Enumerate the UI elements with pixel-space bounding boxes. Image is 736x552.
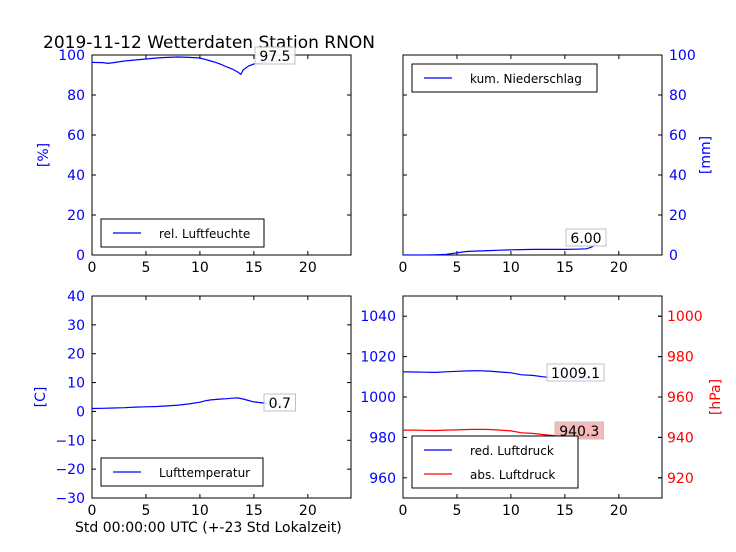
y-tick-label: −30 bbox=[55, 491, 85, 507]
y-axis-label: [%] bbox=[36, 143, 52, 167]
legend-entry: red. Luftdruck bbox=[470, 444, 554, 458]
y-tick-label: 1020 bbox=[360, 350, 396, 366]
last-value-box bbox=[554, 421, 604, 440]
y-tick-label: 40 bbox=[67, 168, 85, 184]
series-line-kum-niederschlag bbox=[403, 242, 598, 255]
legend-box bbox=[411, 435, 579, 489]
x-tick-label: 15 bbox=[556, 260, 574, 276]
x-tick-label: 10 bbox=[502, 503, 520, 519]
x-tick-label: 5 bbox=[452, 260, 461, 276]
plot-frame bbox=[91, 54, 352, 256]
last-value-label: 97.5 bbox=[259, 49, 290, 65]
y-tick-label: 60 bbox=[669, 128, 687, 144]
legend: red. Luftdruck abs. Luftdruck bbox=[411, 435, 579, 489]
x-tick-label: 20 bbox=[610, 503, 628, 519]
x-tick-label: 20 bbox=[299, 503, 317, 519]
y-tick-label: −20 bbox=[55, 462, 85, 478]
x-tick-label: 20 bbox=[299, 260, 317, 276]
y-tick-label: 40 bbox=[67, 289, 85, 305]
last-value-box bbox=[546, 363, 605, 382]
x-tick-label: 0 bbox=[399, 260, 408, 276]
x-tick-label: 0 bbox=[88, 503, 97, 519]
y2-tick-label: 920 bbox=[667, 471, 694, 487]
last-value-label: 0.7 bbox=[269, 396, 291, 412]
x-tick-label: 5 bbox=[141, 503, 150, 519]
y-tick-label: 20 bbox=[67, 208, 85, 224]
panel-top-left: 0 5 10 15 20 0 20 40 60 80 100 [%] 97.5 rel. Luftfeuc… bbox=[36, 46, 352, 276]
x-tick-label: 20 bbox=[610, 260, 628, 276]
x-tick-label: 10 bbox=[502, 260, 520, 276]
legend-entry: kum. Niederschlag bbox=[470, 72, 582, 86]
y-tick-label: 0 bbox=[76, 248, 85, 264]
y2-tick-label: 980 bbox=[667, 350, 694, 366]
y-tick-label: 10 bbox=[67, 376, 85, 392]
x-tick-label: 15 bbox=[245, 260, 263, 276]
x-tick-label: 5 bbox=[141, 260, 150, 276]
x-tick-label: 10 bbox=[191, 260, 209, 276]
last-value-box bbox=[263, 393, 296, 412]
y2-tick-label: 1000 bbox=[667, 309, 703, 325]
y-axis-label: [C] bbox=[33, 387, 49, 408]
legend-entry: abs. Luftdruck bbox=[470, 468, 555, 482]
y-axis-label: [mm] bbox=[698, 136, 714, 174]
panel-bottom-right: 0 5 10 15 20 960 980 1000 1020 1040 920 940 960 980 10… bbox=[360, 295, 724, 519]
y-tick-label: 1040 bbox=[360, 309, 396, 325]
y-tick-label: 0 bbox=[76, 404, 85, 420]
last-value-label: 1009.1 bbox=[551, 366, 600, 382]
y-tick-label: 20 bbox=[67, 347, 85, 363]
y-tick-label: 40 bbox=[669, 168, 687, 184]
last-value-box bbox=[254, 46, 296, 65]
last-value-label: 6.00 bbox=[570, 231, 601, 247]
legend: rel. Luftfeuchte bbox=[100, 218, 265, 248]
legend-entry: rel. Luftfeuchte bbox=[159, 227, 250, 241]
y2-tick-label: 960 bbox=[667, 390, 694, 406]
legend: Lufttemperatur bbox=[100, 457, 264, 487]
x-tick-label: 0 bbox=[88, 260, 97, 276]
y-axis-label: [hPa] bbox=[708, 379, 724, 415]
y-tick-label: 30 bbox=[67, 318, 85, 334]
panel-top-right: 0 5 10 15 20 0 20 40 60 80 100 [mm] 6.00 kum. Nieders… bbox=[399, 48, 714, 276]
y-tick-label: 80 bbox=[669, 88, 687, 104]
plot-frame bbox=[91, 295, 352, 499]
y-tick-label: 100 bbox=[58, 48, 85, 64]
y-tick-label: −10 bbox=[55, 433, 85, 449]
legend-box bbox=[100, 218, 265, 248]
series-line-lufttemperatur bbox=[92, 397, 287, 410]
legend-entry: Lufttemperatur bbox=[159, 466, 250, 480]
y-tick-label: 960 bbox=[369, 471, 396, 487]
chart-title: 2019-11-12 Wetterdaten Station RNON bbox=[43, 33, 375, 53]
y-tick-label: 980 bbox=[369, 430, 396, 446]
x-tick-label: 15 bbox=[245, 503, 263, 519]
x-axis-label: Std 00:00:00 UTC (+-23 Std Lokalzeit) bbox=[75, 520, 342, 536]
y-tick-label: 100 bbox=[669, 48, 696, 64]
y-tick-label: 0 bbox=[669, 248, 678, 264]
x-tick-label: 0 bbox=[399, 503, 408, 519]
last-value-box bbox=[565, 228, 607, 247]
panel-bottom-left: 0 5 10 15 20 −30 −20 −10 0 10 20 30 40 [C] 0.7 Lufttemp… bbox=[33, 289, 352, 519]
y-tick-label: 20 bbox=[669, 208, 687, 224]
x-tick-label: 15 bbox=[556, 503, 574, 519]
y-tick-label: 1000 bbox=[360, 390, 396, 406]
x-tick-label: 10 bbox=[191, 503, 209, 519]
y-tick-label: 80 bbox=[67, 88, 85, 104]
y-tick-label: 60 bbox=[67, 128, 85, 144]
series-line-rel-luftfeuchte bbox=[92, 56, 287, 76]
x-tick-label: 5 bbox=[452, 503, 461, 519]
y2-tick-label: 940 bbox=[667, 430, 694, 446]
plot-frame bbox=[402, 54, 663, 256]
legend: kum. Niederschlag bbox=[411, 63, 598, 93]
